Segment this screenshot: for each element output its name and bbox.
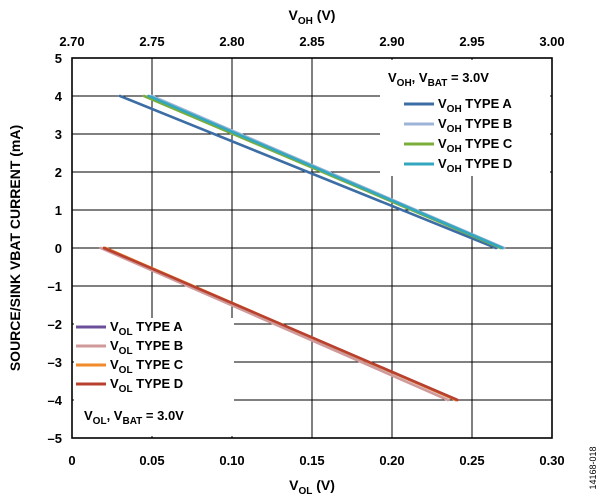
legend-item-vol-c: VOL TYPE C: [76, 357, 184, 376]
x-bottom-tick-label: 0.10: [219, 453, 244, 468]
series-line-voh-type-d: [147, 94, 504, 250]
legend-label-vol-c: VOL TYPE C: [110, 357, 184, 376]
legend-label-voh-c: VOH TYPE C: [438, 136, 513, 155]
legend-top-right-box: [380, 60, 550, 176]
x-top-tick-label: 2.75: [139, 34, 164, 49]
y-tick-label: 2: [55, 165, 62, 180]
y-tick-label: –5: [48, 431, 62, 446]
x-top-tick-labels: 2.70 2.75 2.80 2.85 2.90 2.95 3.00: [59, 34, 564, 49]
x-top-tick-label: 2.70: [59, 34, 84, 49]
series-line-vol-type-d: [102, 246, 459, 402]
x-bottom-tick-label: 0.05: [139, 453, 164, 468]
legend-item-voh-b: VOH TYPE B: [404, 116, 512, 135]
x-top-tick-label: 3.00: [539, 34, 564, 49]
y-tick-label: 5: [55, 51, 62, 66]
y-tick-labels: –5 –4 –3 –2 –1 0 1 2 3 4 5: [48, 51, 63, 446]
y-tick-label: –4: [48, 393, 63, 408]
y-tick-label: 3: [55, 127, 62, 142]
x-bottom-tick-label: 0: [68, 453, 75, 468]
x-top-axis-title-suffix: (V): [313, 7, 336, 23]
x-bottom-axis-title-sub: OL: [298, 486, 312, 497]
y-tick-label: 0: [55, 241, 62, 256]
y-axis-title: SOURCE/SINK VBAT CURRENT (mA): [7, 125, 23, 371]
x-bottom-axis-title-suffix: (V): [312, 477, 335, 493]
legend-item-vol-a: VOL TYPE A: [76, 319, 183, 338]
x-bottom-tick-label: 0.30: [539, 453, 564, 468]
y-tick-label: –3: [48, 355, 62, 370]
annotation-vol-vbat: VOL, VBAT = 3.0V: [84, 408, 184, 427]
x-top-axis-title: VOH (V): [289, 7, 336, 27]
legend-item-voh-d: VOH TYPE D: [404, 156, 512, 175]
x-bottom-axis-title: VOL (V): [289, 477, 335, 497]
legend-item-vol-d: VOL TYPE D: [76, 376, 183, 395]
figure-id: 14168-018: [588, 446, 598, 489]
x-top-tick-label: 2.90: [379, 34, 404, 49]
x-top-tick-label: 2.80: [219, 34, 244, 49]
legend-label-vol-b: VOL TYPE B: [110, 338, 183, 357]
x-bottom-tick-label: 0.20: [379, 453, 404, 468]
legend-bottom-left: VOL TYPE A VOL TYPE B VOL TYPE C VOL TYP…: [74, 318, 234, 436]
y-tick-label: 1: [55, 203, 62, 218]
series-line-vol-type-b: [99, 246, 450, 402]
x-top-axis-title-main: V: [289, 7, 299, 23]
legend-bottom-left-box: [74, 318, 234, 436]
legend-top-right: VOH, VBAT = 3.0V VOH TYPE A VOH TYPE B V…: [380, 60, 550, 176]
legend-label-voh-b: VOH TYPE B: [438, 116, 512, 135]
x-bottom-tick-label: 0.15: [299, 453, 324, 468]
series-layer: [99, 94, 506, 402]
legend-item-voh-c: VOH TYPE C: [404, 136, 513, 155]
x-bottom-tick-label: 0.25: [459, 453, 484, 468]
x-top-tick-label: 2.95: [459, 34, 484, 49]
x-top-tick-label: 2.85: [299, 34, 324, 49]
x-top-axis-title-sub: OH: [298, 16, 313, 27]
series-line-voh-type-a: [118, 94, 498, 250]
legend-label-voh-a: VOH TYPE A: [438, 96, 512, 115]
x-bottom-axis-title-main: V: [289, 477, 299, 493]
y-tick-label: –1: [48, 279, 62, 294]
legend-label-voh-d: VOH TYPE D: [438, 156, 512, 175]
annotation-voh-vbat: VOH, VBAT = 3.0V: [388, 70, 489, 89]
legend-item-voh-a: VOH TYPE A: [404, 96, 512, 115]
legend-item-vol-b: VOL TYPE B: [76, 338, 183, 357]
plot-frame: [71, 57, 553, 439]
legend-label-vol-d: VOL TYPE D: [110, 376, 183, 395]
y-tick-label: –2: [48, 317, 62, 332]
legend-label-vol-a: VOL TYPE A: [110, 319, 183, 338]
y-tick-label: 4: [55, 89, 63, 104]
x-bottom-tick-labels: 0 0.05 0.10 0.15 0.20 0.25 0.30: [68, 453, 564, 468]
